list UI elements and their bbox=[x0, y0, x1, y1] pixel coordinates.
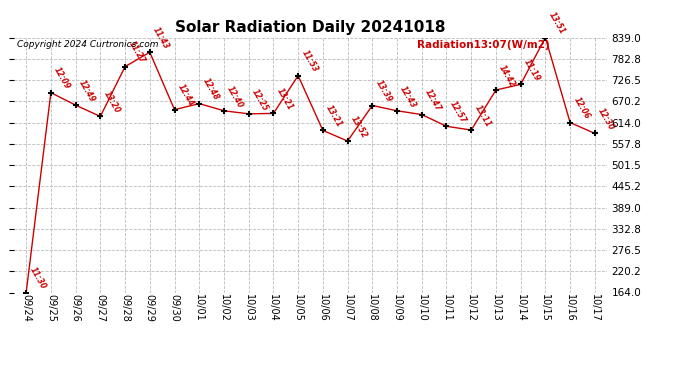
Text: 12:47: 12:47 bbox=[423, 88, 443, 113]
Text: 13:52: 13:52 bbox=[349, 114, 368, 140]
Text: 12:48: 12:48 bbox=[201, 77, 220, 102]
Text: 12:06: 12:06 bbox=[571, 96, 591, 121]
Text: 13:21: 13:21 bbox=[275, 87, 295, 112]
Text: 13:39: 13:39 bbox=[374, 79, 393, 104]
Text: 12:09: 12:09 bbox=[52, 66, 72, 91]
Text: 11:19: 11:19 bbox=[522, 58, 542, 83]
Title: Solar Radiation Daily 20241018: Solar Radiation Daily 20241018 bbox=[175, 20, 446, 35]
Text: 13:21: 13:21 bbox=[324, 104, 344, 129]
Text: 11:43: 11:43 bbox=[151, 26, 171, 51]
Text: Copyright 2024 Curtronics.com: Copyright 2024 Curtronics.com bbox=[17, 40, 158, 49]
Text: 13:11: 13:11 bbox=[473, 104, 493, 129]
Text: 12:44: 12:44 bbox=[176, 83, 196, 108]
Text: 11:30: 11:30 bbox=[28, 266, 48, 291]
Text: 12:43: 12:43 bbox=[398, 84, 418, 110]
Text: 12:25: 12:25 bbox=[250, 87, 270, 112]
Text: 12:30: 12:30 bbox=[596, 107, 616, 132]
Text: 11:53: 11:53 bbox=[299, 49, 319, 74]
Text: 13:20: 13:20 bbox=[101, 90, 121, 115]
Text: 13:51: 13:51 bbox=[546, 11, 566, 36]
Text: Radiation13:07(W/m2): Radiation13:07(W/m2) bbox=[417, 40, 550, 50]
Text: 11:27: 11:27 bbox=[126, 40, 146, 65]
Text: 12:57: 12:57 bbox=[448, 100, 468, 125]
Text: 12:40: 12:40 bbox=[226, 84, 245, 110]
Text: 14:42: 14:42 bbox=[497, 63, 517, 88]
Text: 12:49: 12:49 bbox=[77, 78, 97, 104]
